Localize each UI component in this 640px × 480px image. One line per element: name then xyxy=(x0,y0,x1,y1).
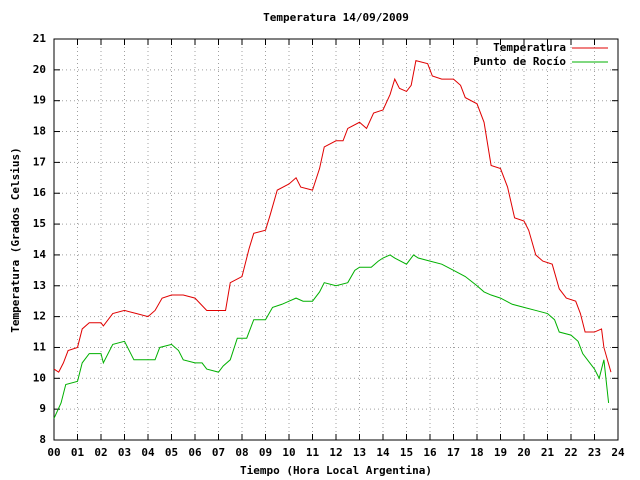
y-tick-label: 21 xyxy=(33,32,47,45)
y-tick-label: 18 xyxy=(33,125,46,138)
x-tick-label: 11 xyxy=(306,446,320,459)
chart-title: Temperatura 14/09/2009 xyxy=(263,11,409,24)
y-tick-label: 19 xyxy=(33,94,46,107)
y-tick-label: 16 xyxy=(33,186,47,199)
y-tick-label: 15 xyxy=(33,217,46,230)
x-tick-label: 22 xyxy=(564,446,577,459)
y-axis-label: Temperatura (Grados Celsius) xyxy=(9,147,22,332)
plot-frame xyxy=(53,38,619,441)
y-tick-label: 10 xyxy=(33,371,46,384)
x-tick-label: 00 xyxy=(47,446,60,459)
y-tick-label: 12 xyxy=(33,310,46,323)
y-tick-label: 8 xyxy=(39,433,46,446)
x-tick-label: 20 xyxy=(517,446,530,459)
x-tick-label: 04 xyxy=(141,446,155,459)
x-tick-label: 10 xyxy=(282,446,295,459)
x-axis-label: Tiempo (Hora Local Argentina) xyxy=(240,464,432,477)
x-tick-label: 16 xyxy=(423,446,437,459)
y-tick-label: 20 xyxy=(33,63,46,76)
legend-label: Temperatura xyxy=(493,41,566,54)
x-tick-label: 06 xyxy=(188,446,202,459)
x-tick-label: 12 xyxy=(329,446,342,459)
x-tick-label: 24 xyxy=(611,446,625,459)
x-tick-label: 01 xyxy=(71,446,85,459)
x-tick-label: 15 xyxy=(400,446,413,459)
x-tick-label: 18 xyxy=(470,446,483,459)
x-tick-label: 07 xyxy=(212,446,225,459)
y-tick-label: 9 xyxy=(39,402,46,415)
series-line xyxy=(53,59,612,373)
x-tick-label: 17 xyxy=(447,446,460,459)
y-tick-label: 11 xyxy=(33,340,47,353)
y-tick-label: 17 xyxy=(33,155,46,168)
series-line xyxy=(53,254,610,419)
x-tick-label: 14 xyxy=(376,446,390,459)
y-tick-label: 13 xyxy=(33,279,46,292)
x-tick-label: 13 xyxy=(353,446,366,459)
x-tick-label: 23 xyxy=(588,446,601,459)
x-tick-label: 08 xyxy=(235,446,248,459)
legend-label: Punto de Rocío xyxy=(473,55,566,68)
x-tick-label: 02 xyxy=(94,446,107,459)
x-tick-label: 05 xyxy=(165,446,178,459)
x-tick-label: 21 xyxy=(541,446,555,459)
y-tick-label: 14 xyxy=(33,248,47,261)
x-tick-label: 03 xyxy=(118,446,131,459)
x-tick-label: 09 xyxy=(259,446,272,459)
x-tick-label: 19 xyxy=(494,446,507,459)
